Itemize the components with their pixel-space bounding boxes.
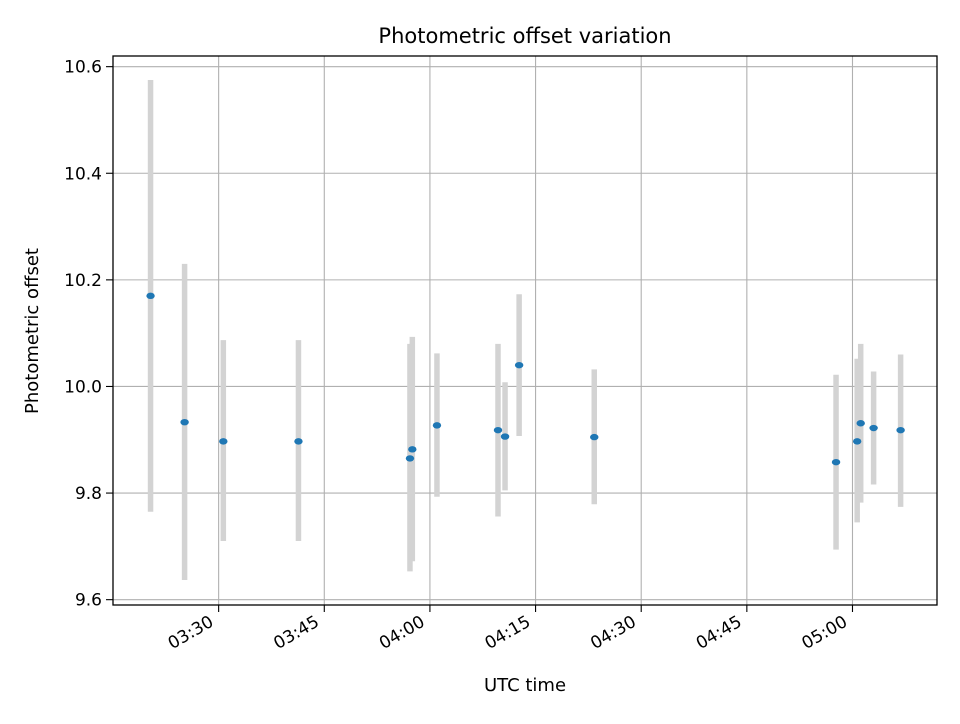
data-point [294, 438, 303, 445]
data-point [405, 455, 415, 462]
data-point [856, 420, 865, 427]
x-tick-label: 04:15 [482, 612, 534, 654]
x-tick-label: 03:45 [270, 612, 322, 654]
y-tick-label: 10.2 [64, 271, 102, 291]
data-point [408, 446, 417, 453]
data-point [869, 424, 878, 432]
x-tick-label: 04:00 [376, 612, 428, 654]
plot-area-frame [112, 55, 938, 606]
x-axis-ticks: 03:30 03:45 04:00 04:15 04:30 04:45 05:00 [165, 605, 854, 654]
y-tick-label: 10.0 [64, 377, 102, 397]
data-point [493, 426, 503, 434]
data-point [852, 438, 862, 445]
y-axis-label: Photometric offset [22, 248, 43, 414]
data-points [146, 292, 905, 466]
x-tick-label: 04:45 [693, 612, 745, 654]
y-tick-label: 10.6 [64, 58, 102, 78]
data-point [219, 438, 228, 445]
data-point [500, 433, 510, 440]
chart-title: Photometric offset variation [378, 24, 671, 48]
x-tick-label: 03:30 [165, 612, 217, 654]
y-tick-label: 9.6 [75, 591, 102, 611]
x-tick-label: 05:00 [799, 612, 851, 654]
y-tick-label: 9.8 [75, 484, 102, 504]
error-bars [147, 79, 904, 580]
data-point [896, 426, 905, 434]
y-tick-label: 10.4 [64, 164, 102, 184]
data-point [180, 418, 189, 426]
data-point [514, 361, 524, 369]
y-axis-ticks: 9.6 9.8 10.0 10.2 10.4 10.6 [64, 58, 113, 611]
grid-lines [113, 56, 937, 605]
data-point [432, 422, 442, 429]
x-axis-label: UTC time [484, 675, 566, 696]
data-point [590, 433, 599, 441]
data-point [831, 458, 841, 466]
x-tick-label: 04:30 [587, 612, 639, 654]
data-point [146, 292, 155, 300]
